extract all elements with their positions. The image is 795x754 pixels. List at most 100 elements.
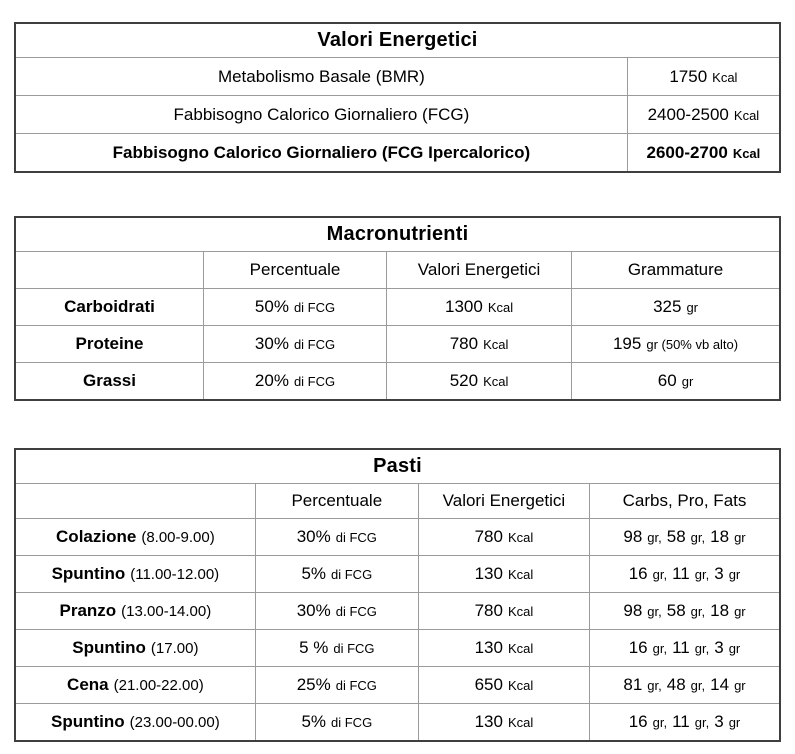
cell-value: Metabolismo Basale (BMR)	[217, 66, 425, 86]
header-row: Percentuale Valori Energetici Grammature	[16, 252, 779, 288]
cell-unit: gr	[681, 374, 694, 389]
cell-content: Spuntino (23.00-00.00)	[51, 712, 220, 732]
cell-value: 58	[666, 601, 686, 620]
table-cell: Pranzo (13.00-14.00)	[16, 593, 255, 629]
table-body: Percentuale Valori Energetici Grammature Ca…	[16, 252, 779, 399]
cell-value: 58	[666, 527, 686, 546]
cell-unit: gr	[734, 530, 746, 545]
pasti-table: Pasti Percentuale Valori Energetici Carbs,…	[14, 448, 781, 742]
table-cell: 81 gr, 48 gr, 14 gr	[588, 667, 779, 703]
row-time: (21.00-22.00)	[113, 677, 204, 694]
table-row: Fabbisogno Calorico Giornaliero (FCG) 240…	[16, 95, 779, 133]
cell-value: 780	[449, 334, 479, 353]
table-row: Proteine 30% di FCG 780 Kcal 195 gr (50% vb al…	[16, 325, 779, 362]
table-cell: 60 gr	[571, 363, 779, 399]
cell-unit: gr	[734, 604, 746, 619]
header-label: Percentuale	[291, 491, 383, 510]
cell-value: 130	[474, 712, 503, 731]
header-row: Percentuale Valori Energetici Carbs, Pro, …	[16, 484, 779, 518]
cell-unit: di FCG	[335, 530, 377, 545]
table-cell: 5 % di FCG	[254, 630, 418, 666]
cell-unit: gr,	[694, 715, 710, 730]
cell-value: 30%	[254, 334, 289, 353]
cell-content: 50% di FCG	[255, 297, 335, 317]
row-name: Grassi	[83, 371, 136, 390]
table-row: Spuntino (23.00-00.00) 5% di FCG 130 Kcal 16 gr…	[16, 703, 779, 740]
cell-unit: gr,	[652, 641, 668, 656]
cell-value: 520	[449, 371, 479, 390]
table-cell: Fabbisogno Calorico Giornaliero (FCG)	[16, 96, 627, 133]
cell-value: 3	[714, 712, 724, 731]
table-cell: Grassi	[16, 363, 203, 399]
cell-value: 2600-2700	[646, 142, 728, 162]
cell-value: 60	[657, 371, 677, 390]
header-cell: Carbs, Pro, Fats	[588, 484, 779, 518]
cell-unit: gr,	[690, 530, 706, 545]
row-time: (23.00-00.00)	[129, 714, 220, 731]
cell-value: 16	[628, 564, 648, 583]
cell-value: 11	[672, 712, 690, 731]
table-cell: 30% di FCG	[254, 593, 418, 629]
cell-value: 325	[653, 297, 682, 316]
cell-unit: gr	[686, 300, 698, 315]
cell-content: 780 Kcal	[475, 527, 534, 547]
cell-unit: Kcal	[487, 300, 514, 315]
header-cell: Valori Energetici	[386, 252, 571, 288]
cell-content: 20% di FCG	[255, 371, 335, 391]
table-cell: 130 Kcal	[417, 704, 589, 740]
cell-unit: gr	[728, 715, 741, 730]
row-name: Spuntino	[72, 638, 146, 657]
cell-value: Fabbisogno Calorico Giornaliero (FCG Ipe…	[112, 142, 531, 162]
row-time: (8.00-9.00)	[141, 529, 215, 546]
table-cell: 5% di FCG	[254, 704, 418, 740]
cell-content: 30% di FCG	[297, 601, 377, 621]
cell-value: 780	[474, 601, 503, 620]
header-cell: Valori Energetici	[417, 484, 589, 518]
cell-unit: Kcal	[732, 145, 761, 161]
cell-unit: Kcal	[483, 374, 509, 389]
cell-value: 130	[474, 638, 503, 657]
cell-value: 48	[666, 675, 686, 694]
cell-value: 30%	[296, 527, 331, 546]
table-title: Pasti	[16, 450, 779, 484]
row-name: Spuntino	[51, 564, 126, 583]
cell-content: 81 gr, 48 gr, 14 gr	[623, 675, 745, 695]
table-cell: 130 Kcal	[417, 630, 589, 666]
table-row: Spuntino (11.00-12.00) 5% di FCG 130 Kcal 16 gr…	[16, 555, 779, 592]
cell-value: 650	[474, 675, 503, 694]
table-cell: 30% di FCG	[254, 519, 418, 555]
cell-content: 16 gr, 11 gr, 3 gr	[629, 712, 741, 732]
cell-content: 130 Kcal	[475, 712, 534, 732]
cell-unit: gr	[728, 567, 741, 582]
table-cell: 25% di FCG	[254, 667, 418, 703]
cell-unit: di FCG	[333, 641, 375, 656]
cell-unit: gr,	[690, 604, 706, 619]
table-cell: Colazione (8.00-9.00)	[16, 519, 255, 555]
cell-content: 5 % di FCG	[299, 638, 374, 658]
cell-value: 2400-2500	[647, 104, 729, 124]
row-name: Carboidrati	[64, 297, 155, 316]
table-title: Macronutrienti	[16, 218, 779, 252]
cell-content: Proteine	[75, 334, 143, 354]
table-cell: 98 gr, 58 gr, 18 gr	[588, 519, 779, 555]
cell-value: 780	[474, 527, 503, 546]
cell-content: Cena (21.00-22.00)	[67, 675, 204, 695]
cell-unit: Kcal	[483, 337, 509, 352]
row-time: (13.00-14.00)	[121, 603, 212, 620]
table-row: Grassi 20% di FCG 520 Kcal 60 gr	[16, 362, 779, 399]
cell-content: 130 Kcal	[475, 564, 534, 584]
table-cell: Cena (21.00-22.00)	[16, 667, 255, 703]
cell-value: Fabbisogno Calorico Giornaliero (FCG)	[173, 104, 470, 124]
cell-value: 98	[623, 527, 643, 546]
table-row: Pranzo (13.00-14.00) 30% di FCG 780 Kcal 98 gr,…	[16, 592, 779, 629]
cell-content: Pranzo (13.00-14.00)	[59, 601, 211, 621]
cell-unit: gr	[734, 678, 746, 693]
row-name: Colazione	[56, 527, 137, 546]
cell-unit: Kcal	[507, 715, 534, 730]
table-cell: 650 Kcal	[417, 667, 589, 703]
cell-content: 25% di FCG	[297, 675, 377, 695]
cell-value: 16	[628, 712, 648, 731]
cell-value: 16	[628, 638, 648, 657]
cell-content: Grassi	[83, 371, 136, 391]
